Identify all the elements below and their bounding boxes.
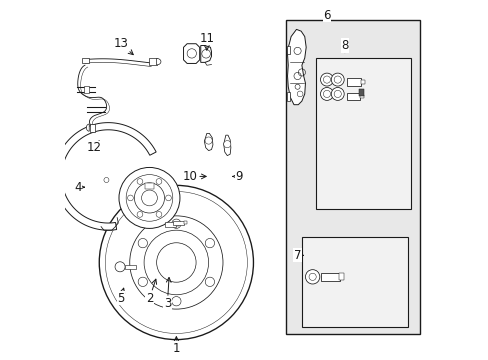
- Circle shape: [138, 238, 147, 248]
- Circle shape: [119, 167, 180, 228]
- Bar: [285, 21, 419, 334]
- Circle shape: [205, 238, 214, 248]
- Circle shape: [305, 270, 319, 284]
- Text: 2: 2: [145, 279, 156, 305]
- Circle shape: [171, 219, 181, 228]
- Text: 13: 13: [113, 37, 133, 55]
- Polygon shape: [183, 44, 199, 63]
- Circle shape: [323, 90, 330, 98]
- Bar: [149, 58, 156, 65]
- Circle shape: [138, 277, 147, 287]
- Circle shape: [144, 230, 208, 295]
- Circle shape: [126, 175, 172, 221]
- Circle shape: [204, 137, 212, 144]
- Circle shape: [156, 212, 162, 217]
- Circle shape: [156, 243, 196, 282]
- Circle shape: [320, 87, 333, 100]
- Circle shape: [156, 179, 162, 184]
- Circle shape: [165, 195, 171, 201]
- Bar: [172, 221, 183, 225]
- Circle shape: [330, 73, 344, 86]
- Bar: [360, 95, 363, 98]
- Circle shape: [320, 73, 333, 86]
- Circle shape: [333, 76, 341, 83]
- Text: 7: 7: [293, 249, 303, 262]
- Circle shape: [105, 192, 247, 333]
- Circle shape: [134, 183, 164, 213]
- Circle shape: [187, 49, 196, 58]
- Text: 8: 8: [341, 39, 348, 53]
- Circle shape: [104, 177, 109, 183]
- Circle shape: [127, 195, 133, 201]
- Circle shape: [115, 262, 125, 272]
- Circle shape: [142, 190, 157, 206]
- Polygon shape: [223, 135, 230, 156]
- Bar: [346, 93, 360, 100]
- Polygon shape: [86, 124, 89, 131]
- Bar: [316, 58, 410, 209]
- Bar: [359, 89, 363, 96]
- Bar: [125, 265, 136, 269]
- Bar: [338, 273, 344, 280]
- Bar: [89, 124, 95, 132]
- Bar: [175, 223, 179, 226]
- Circle shape: [99, 185, 253, 339]
- Text: 3: 3: [163, 278, 171, 310]
- Text: 10: 10: [183, 170, 206, 183]
- Bar: [286, 45, 289, 54]
- Bar: [183, 221, 187, 225]
- Circle shape: [205, 277, 214, 287]
- Circle shape: [137, 212, 142, 217]
- Bar: [360, 80, 364, 85]
- Circle shape: [308, 273, 316, 280]
- Bar: [83, 86, 89, 93]
- Circle shape: [333, 90, 341, 98]
- Polygon shape: [156, 58, 161, 65]
- Circle shape: [323, 76, 330, 83]
- Text: 1: 1: [172, 337, 180, 355]
- Polygon shape: [201, 45, 211, 62]
- Bar: [145, 183, 153, 189]
- Circle shape: [223, 140, 230, 148]
- Polygon shape: [54, 123, 156, 230]
- Polygon shape: [287, 30, 305, 105]
- Text: 9: 9: [232, 170, 242, 183]
- Circle shape: [171, 297, 181, 306]
- Bar: [346, 78, 360, 86]
- Bar: [164, 222, 175, 226]
- Circle shape: [137, 179, 142, 184]
- Text: 11: 11: [199, 32, 214, 50]
- Bar: [301, 237, 407, 327]
- Bar: [320, 273, 340, 281]
- Circle shape: [330, 87, 344, 100]
- Polygon shape: [204, 134, 212, 150]
- Text: 5: 5: [117, 288, 124, 305]
- Circle shape: [129, 216, 223, 309]
- Text: 12: 12: [86, 141, 102, 154]
- Text: 6: 6: [323, 9, 330, 22]
- Circle shape: [202, 49, 210, 58]
- Text: 4: 4: [74, 181, 84, 194]
- Bar: [286, 92, 289, 101]
- Bar: [82, 58, 89, 63]
